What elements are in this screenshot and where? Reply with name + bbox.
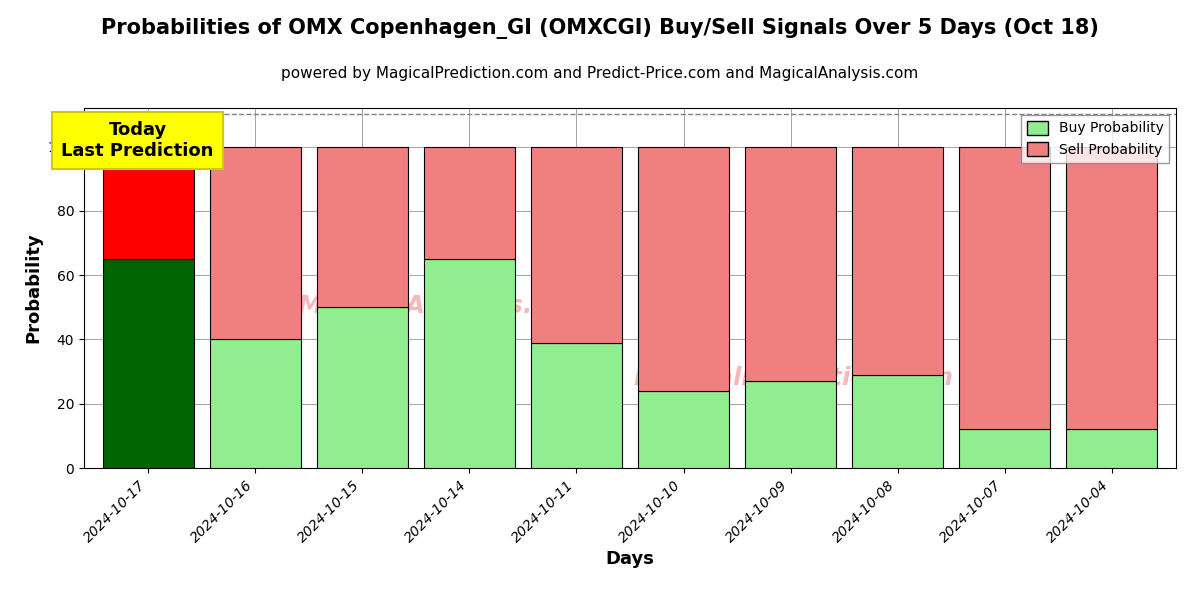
X-axis label: Days: Days bbox=[606, 550, 654, 568]
Bar bbox=[103, 146, 193, 259]
Bar bbox=[745, 381, 836, 468]
Bar bbox=[317, 307, 408, 468]
Text: Probabilities of OMX Copenhagen_GI (OMXCGI) Buy/Sell Signals Over 5 Days (Oct 18: Probabilities of OMX Copenhagen_GI (OMXC… bbox=[101, 18, 1099, 39]
Bar bbox=[530, 343, 622, 468]
Text: powered by MagicalPrediction.com and Predict-Price.com and MagicalAnalysis.com: powered by MagicalPrediction.com and Pre… bbox=[281, 66, 919, 81]
Bar bbox=[317, 146, 408, 307]
Bar bbox=[852, 146, 943, 375]
Bar bbox=[530, 146, 622, 343]
Legend: Buy Probability, Sell Probability: Buy Probability, Sell Probability bbox=[1021, 115, 1169, 163]
Bar bbox=[745, 146, 836, 381]
Bar bbox=[638, 146, 730, 391]
Text: MagicalPrediction.com: MagicalPrediction.com bbox=[634, 366, 954, 390]
Bar bbox=[959, 146, 1050, 430]
Bar bbox=[103, 259, 193, 468]
Bar bbox=[424, 146, 515, 259]
Bar bbox=[210, 340, 301, 468]
Bar bbox=[424, 259, 515, 468]
Bar bbox=[1067, 430, 1157, 468]
Bar bbox=[1067, 146, 1157, 430]
Text: Today
Last Prediction: Today Last Prediction bbox=[61, 121, 214, 160]
Text: MagicalAnalysis.com: MagicalAnalysis.com bbox=[298, 294, 592, 318]
Y-axis label: Probability: Probability bbox=[24, 233, 42, 343]
Bar bbox=[638, 391, 730, 468]
Bar bbox=[852, 375, 943, 468]
Bar bbox=[959, 430, 1050, 468]
Bar bbox=[210, 146, 301, 340]
